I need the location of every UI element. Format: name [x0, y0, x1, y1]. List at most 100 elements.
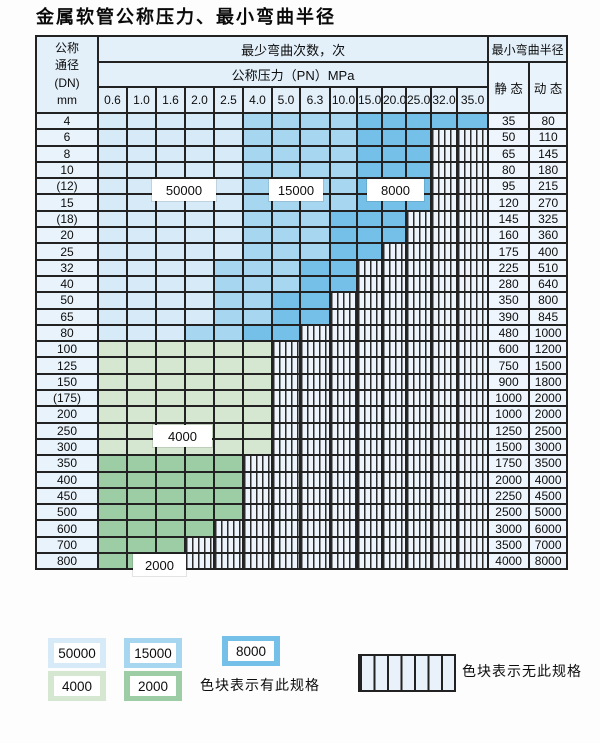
no-spec-cell — [455, 177, 490, 196]
row-dn-label: 20 — [35, 226, 99, 245]
spec-cell — [126, 340, 157, 359]
spec-cell — [213, 160, 244, 180]
spec-cell — [213, 389, 244, 408]
no-spec-cell — [242, 470, 273, 489]
no-spec-cell — [455, 551, 490, 571]
no-spec-cell — [356, 454, 383, 473]
no-spec-cell — [381, 340, 407, 359]
spec-cell — [97, 356, 128, 375]
spec-cell — [155, 372, 186, 392]
no-spec-cell — [271, 551, 301, 571]
spec-cell — [455, 111, 490, 131]
spec-cell — [126, 209, 157, 229]
legend-swatch-value: 8000 — [228, 641, 274, 661]
spec-cell — [184, 454, 215, 473]
no-spec-cell — [184, 535, 215, 555]
no-spec-cell — [455, 454, 490, 473]
row-dn-label: 32 — [35, 258, 99, 277]
no-spec-cell — [405, 372, 432, 392]
spec-cell — [356, 160, 383, 180]
static-radius-value: 900 — [487, 372, 531, 392]
table-row: 10 80 180 — [35, 160, 569, 180]
legend-has-spec-note: 色块表示有此规格 — [200, 677, 320, 693]
header-min-radius: 最小弯曲半径 — [487, 35, 569, 63]
no-spec-cell — [356, 291, 383, 310]
spec-cell — [213, 372, 244, 392]
legend-swatch: 15000 — [124, 638, 182, 668]
spec-cell — [271, 291, 301, 310]
spec-cell — [405, 160, 432, 180]
no-spec-cell — [405, 486, 432, 506]
no-spec-cell — [455, 503, 490, 522]
no-spec-cell — [455, 372, 490, 392]
row-dn-label: 450 — [35, 486, 99, 506]
no-spec-cell — [430, 486, 458, 506]
spec-cell — [97, 177, 128, 196]
static-radius-value: 1500 — [487, 437, 531, 457]
no-spec-cell — [271, 503, 301, 522]
spec-cell — [126, 291, 157, 310]
no-spec-cell — [455, 405, 490, 424]
no-spec-cell — [356, 503, 383, 522]
no-spec-cell — [381, 389, 407, 408]
spec-cell — [126, 128, 157, 147]
no-spec-cell — [329, 486, 358, 506]
spec-cell — [155, 389, 186, 408]
legend-swatch: 2000 — [124, 671, 182, 701]
row-dn-label: 6 — [35, 128, 99, 147]
no-spec-cell — [430, 535, 458, 555]
no-spec-cell — [242, 551, 273, 571]
dynamic-radius-value: 110 — [528, 128, 569, 147]
spec-cell — [184, 160, 215, 180]
legend-swatch: 8000 — [222, 636, 280, 666]
pressure-col-header: 6.3 — [299, 86, 331, 114]
row-dn-label: 100 — [35, 340, 99, 359]
spec-cell — [184, 258, 215, 277]
no-spec-cell — [455, 128, 490, 147]
no-spec-cell — [430, 372, 458, 392]
header-dn-line4: mm — [57, 92, 77, 107]
no-spec-cell — [271, 356, 301, 375]
no-spec-cell — [356, 323, 383, 343]
dynamic-radius-value: 800 — [528, 291, 569, 310]
spec-cell — [155, 209, 186, 229]
table-row: 450 2250 4500 — [35, 486, 569, 506]
spec-cell — [97, 340, 128, 359]
no-spec-cell — [356, 340, 383, 359]
static-radius-value: 4000 — [487, 551, 531, 571]
no-spec-cell — [356, 470, 383, 489]
pressure-col-header: 20.0 — [381, 86, 407, 114]
row-dn-label: 800 — [35, 551, 99, 571]
spec-cell — [242, 291, 273, 310]
no-spec-cell — [242, 519, 273, 538]
no-spec-cell — [299, 356, 331, 375]
header-dynamic: 动 态 — [528, 61, 569, 114]
no-spec-cell — [356, 356, 383, 375]
spec-cell — [329, 226, 358, 245]
spec-cell — [299, 307, 331, 326]
legend-swatch-value: 4000 — [54, 676, 100, 696]
spec-cell — [97, 323, 128, 343]
no-spec-cell — [329, 291, 358, 310]
spec-cell — [213, 437, 244, 457]
spec-cell — [271, 258, 301, 277]
no-spec-cell — [299, 340, 331, 359]
no-spec-cell — [271, 372, 301, 392]
no-spec-cell — [356, 486, 383, 506]
dynamic-radius-value: 7000 — [528, 535, 569, 555]
no-spec-cell — [405, 274, 432, 294]
no-spec-cell — [430, 421, 458, 440]
spec-cell — [126, 454, 157, 473]
pressure-col-header: 15.0 — [356, 86, 383, 114]
spec-cell — [184, 128, 215, 147]
static-radius-value: 480 — [487, 323, 531, 343]
spec-cell — [271, 307, 301, 326]
spec-cell — [405, 144, 432, 163]
no-spec-cell — [405, 209, 432, 229]
band-count-label: 2000 — [133, 554, 186, 576]
spec-cell — [126, 226, 157, 245]
spec-cell — [184, 291, 215, 310]
spec-cell — [242, 340, 273, 359]
no-spec-cell — [271, 470, 301, 489]
table-row: 8 65 145 — [35, 144, 569, 163]
